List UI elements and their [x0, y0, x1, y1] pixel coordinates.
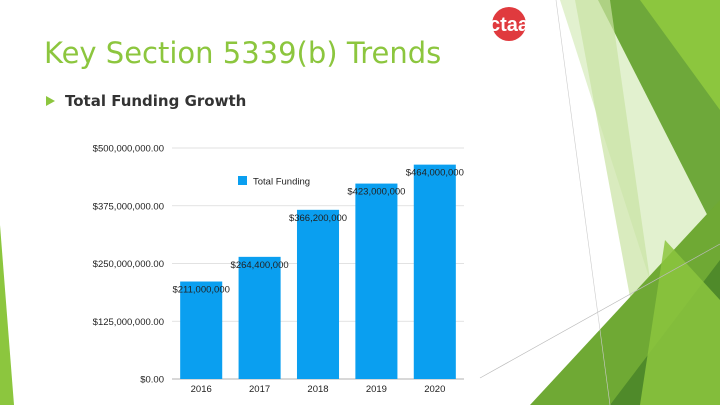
- legend-label: Total Funding: [253, 177, 310, 188]
- data-label: $264,400,000: [231, 260, 289, 271]
- y-tick-label: $500,000,000.00: [93, 144, 164, 155]
- data-label: $211,000,000: [172, 285, 229, 296]
- x-tick-label: 2019: [366, 384, 387, 395]
- bullet-arrow-icon: [46, 95, 55, 106]
- y-tick-label: $125,000,000.00: [93, 317, 164, 328]
- y-tick-label: $0.00: [140, 375, 164, 386]
- logo-text: ctaa: [489, 14, 530, 36]
- bar: [413, 164, 456, 379]
- data-label: $423,000,000: [347, 187, 405, 198]
- slide-title: Key Section 5339(b) Trends: [44, 36, 442, 70]
- bar: [238, 256, 281, 379]
- x-tick-label: 2016: [191, 384, 212, 395]
- x-tick-label: 2018: [307, 384, 328, 395]
- legend-swatch: [238, 176, 247, 185]
- bullet-item: Total Funding Growth: [46, 92, 246, 110]
- bar: [296, 209, 340, 379]
- bullet-text: Total Funding Growth: [65, 92, 247, 110]
- bar: [355, 183, 398, 379]
- data-label: $366,200,000: [289, 213, 347, 224]
- ctaa-logo: ctaa: [489, 7, 530, 41]
- y-tick-label: $375,000,000.00: [93, 201, 164, 212]
- bar: [180, 281, 223, 379]
- data-label: $464,000,000: [406, 168, 464, 179]
- x-tick-label: 2017: [249, 384, 270, 395]
- x-tick-label: 2020: [424, 384, 445, 395]
- y-tick-label: $250,000,000.00: [93, 259, 164, 270]
